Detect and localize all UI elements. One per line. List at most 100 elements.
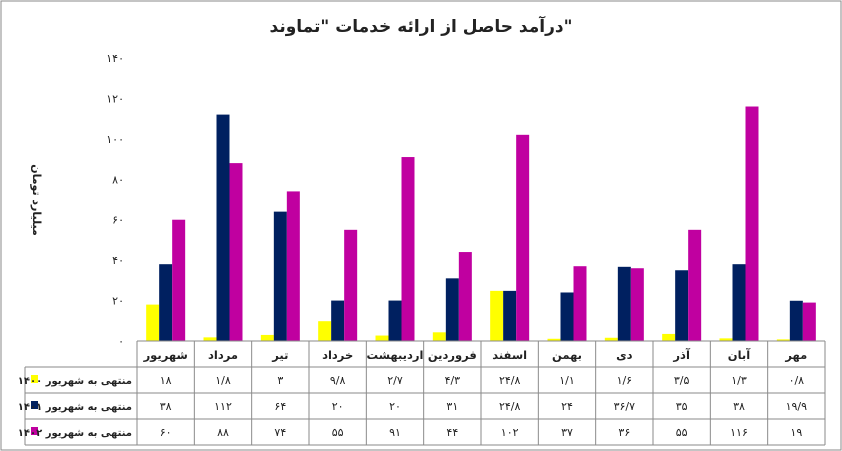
data-label: ۲۴/۸: [499, 374, 521, 387]
bar-2: [331, 300, 345, 341]
bar-2: [503, 290, 517, 341]
bar-1: [547, 338, 561, 341]
bar-3: [516, 134, 530, 341]
bar-1: [432, 332, 446, 341]
bar-2: [159, 264, 173, 341]
data-label: ۳/۵: [674, 374, 690, 387]
data-label: ۳۵: [676, 400, 688, 413]
data-label: ۴۴: [446, 426, 458, 439]
data-label: ۶۴: [274, 400, 286, 413]
y-tick-label: ۱۲۰: [106, 92, 124, 105]
bar-2: [388, 300, 402, 341]
bar-2: [789, 300, 803, 341]
data-label: ۵۵: [676, 426, 688, 439]
category-label: مرداد: [208, 348, 238, 362]
category-label: اردیبهشت: [367, 348, 424, 362]
data-label: ۰/۸: [789, 374, 805, 387]
data-label: ۱۱۶: [730, 426, 748, 439]
data-label: ۳: [277, 374, 283, 387]
data-label: ۲۴/۸: [499, 400, 521, 413]
data-label: ۳۸: [733, 400, 745, 413]
y-tick-label: ۱۰۰: [106, 133, 124, 146]
legend-swatch: [31, 427, 38, 435]
category-label: آذر: [672, 348, 691, 362]
category-label: خرداد: [322, 348, 353, 362]
data-label: ۹۱: [389, 426, 401, 439]
data-label: ۷۴: [274, 426, 286, 439]
data-label: ۱/۱: [559, 374, 575, 387]
data-label: ۳۷: [561, 426, 573, 439]
bar-1: [260, 334, 274, 341]
data-label: ۱۰۲: [501, 426, 519, 439]
y-axis-ticks: ۰ ۲۰ ۴۰ ۶۰ ۸۰ ۱۰۰ ۱۲۰ ۱۴۰: [106, 52, 124, 348]
data-label: ۳۸: [160, 400, 172, 413]
data-label: ۵۵: [332, 426, 344, 439]
legend-swatch: [31, 375, 38, 383]
data-table: مهر آبان آذر دی بهمن اسفند فروردین اردیبهشت خردا…: [18, 340, 826, 446]
bar-3: [172, 219, 186, 341]
bar-1: [318, 321, 332, 341]
category-label: تیر: [271, 348, 288, 362]
bar-2: [445, 278, 459, 341]
data-label: ۱/۶: [617, 374, 633, 387]
data-label: ۳۶: [618, 426, 630, 439]
data-label: ۱۸: [160, 374, 172, 387]
y-tick-label: ۸۰: [112, 173, 124, 186]
data-label: ۲/۷: [387, 374, 403, 387]
bar-1: [203, 337, 217, 341]
bar-2: [273, 211, 287, 341]
legend-label: منتهی به شهریور ۱۴۰۰: [18, 376, 132, 387]
bar-1: [490, 290, 504, 341]
category-label: آبان: [728, 348, 751, 362]
data-label: ۲۰: [389, 400, 401, 413]
bar-3: [344, 229, 358, 341]
data-label: ۱/۳: [731, 374, 747, 387]
category-label: شهریور: [143, 348, 188, 363]
data-label: ۶۰: [160, 426, 172, 439]
data-label: ۳۱: [446, 400, 458, 413]
y-tick-label: ۶۰: [112, 214, 124, 227]
bar-2: [560, 292, 574, 341]
data-label: ۳۶/۷: [614, 400, 636, 413]
bar-3: [745, 106, 759, 341]
bar-3: [573, 266, 587, 341]
category-label: اسفند: [492, 348, 527, 362]
y-axis-label: میلیارد تومان: [30, 164, 43, 236]
legend-swatch: [31, 401, 38, 409]
data-label: ۹/۸: [330, 374, 346, 387]
data-label: ۲۴: [561, 400, 573, 413]
data-label: ۲۰: [332, 400, 344, 413]
bar-3: [401, 157, 415, 341]
bar-1: [662, 333, 676, 341]
category-label: مهر: [784, 348, 807, 362]
y-tick-label: ۴۰: [112, 254, 124, 267]
bar-3: [688, 229, 702, 341]
bar-1: [604, 337, 618, 341]
bar-2: [216, 114, 230, 341]
category-label: دی: [616, 348, 633, 362]
data-label: ۱/۸: [215, 374, 231, 387]
bar-1: [776, 339, 790, 341]
bar-3: [286, 191, 300, 341]
data-label: ۸۸: [217, 426, 229, 439]
legend-label: منتهی به شهریور ۱۴۰۱: [18, 402, 132, 413]
bar-1: [146, 304, 160, 341]
data-label: ۱۹/۹: [786, 400, 808, 413]
bar-3: [229, 163, 243, 341]
y-tick-label: ۰: [118, 335, 124, 348]
data-label: ۱۹: [790, 426, 802, 439]
data-label: ۱۱۲: [214, 400, 232, 413]
data-label: ۴/۳: [445, 374, 461, 387]
y-tick-label: ۱۴۰: [106, 52, 124, 65]
legend-label: منتهی به شهریور ۱۴۰۲: [18, 428, 132, 439]
category-label: بهمن: [552, 348, 582, 362]
bar-3: [458, 252, 472, 341]
bars-layer: [137, 106, 825, 342]
bar-3: [630, 268, 644, 341]
bar-2: [617, 266, 631, 341]
y-tick-label: ۲۰: [112, 295, 124, 308]
chart-title: درآمد حاصل از ارائه خدمات "تماوند": [270, 15, 573, 37]
